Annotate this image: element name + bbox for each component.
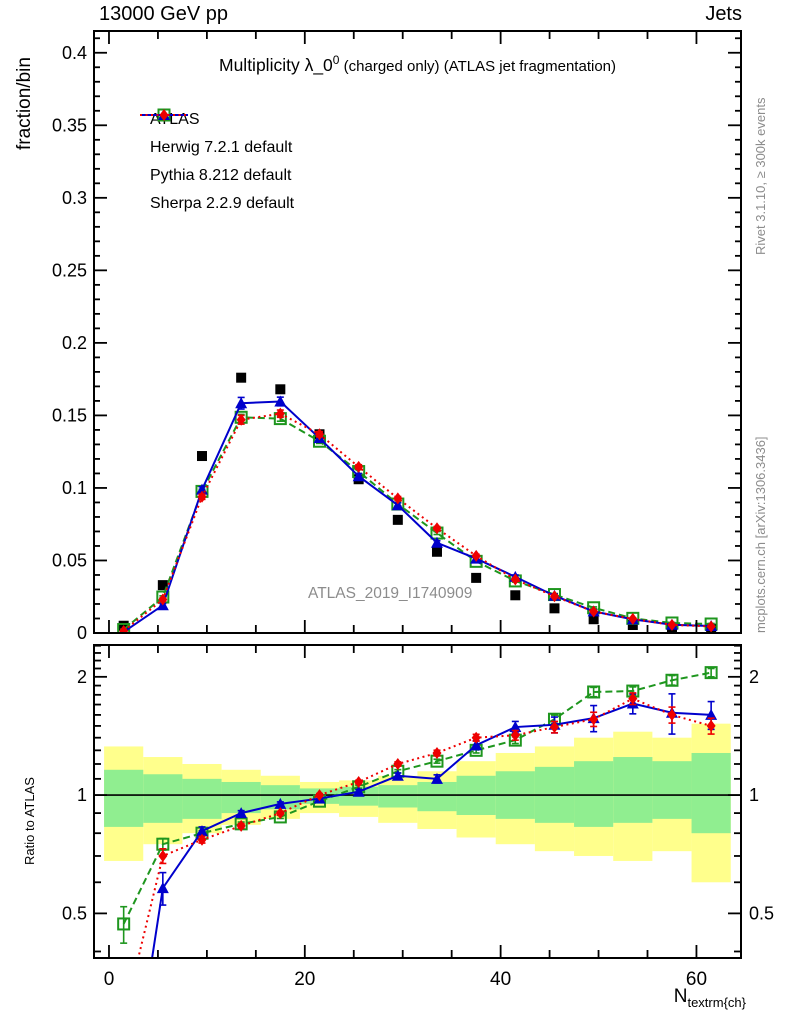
ratio-y-tick-label-right: 1 bbox=[749, 785, 759, 805]
x-axis-title-subscript: textrm{ch} bbox=[687, 994, 746, 1010]
legend-item-herwig: Herwig 7.2.1 default bbox=[138, 108, 294, 162]
beam-energy-label: 13000 GeV pp bbox=[99, 3, 228, 25]
x-axis-title: Ntextrm{ch} bbox=[674, 986, 746, 1010]
main-y-axis-title: fraction/bin bbox=[14, 57, 35, 150]
x-tick-label: 40 bbox=[490, 969, 511, 990]
main-y-tick-label: 0.2 bbox=[62, 333, 87, 353]
rivet-version-note: Rivet 3.1.10, ≥ 300k events bbox=[753, 97, 768, 255]
x-tick-label: 60 bbox=[686, 969, 707, 990]
green-uncertainty-band bbox=[691, 752, 731, 834]
legend-label-sherpa: Sherpa 2.2.9 default bbox=[150, 195, 295, 212]
main-y-tick-label: 0.3 bbox=[62, 188, 87, 208]
green-uncertainty-band bbox=[652, 761, 692, 819]
mcplots-arxiv-note: mcplots.cern.ch [arXiv:1306.3436] bbox=[753, 436, 768, 633]
ratio-y-tick-label-left: 1 bbox=[77, 785, 87, 805]
green-uncertainty-band bbox=[613, 757, 653, 823]
main-y-tick-label: 0.25 bbox=[52, 260, 87, 280]
green-uncertainty-band bbox=[104, 769, 144, 827]
green-uncertainty-band bbox=[417, 781, 457, 812]
plot-title-superscript: 0 bbox=[332, 53, 340, 67]
ratio-y-tick-label-left: 2 bbox=[77, 667, 87, 687]
ratio-panel bbox=[94, 666, 741, 958]
legend-item-sherpa: Sherpa 2.2.9 default bbox=[138, 109, 295, 218]
ratio-frame bbox=[93, 644, 742, 959]
x-tick-label: 20 bbox=[294, 969, 315, 990]
main-panel bbox=[117, 372, 718, 633]
ratio-y-tick-label-left: 0.5 bbox=[62, 903, 87, 923]
main-y-tick-label: 0.15 bbox=[52, 405, 87, 425]
sherpa-marker-icon bbox=[140, 109, 188, 121]
legend: ATLAS Herwig 7.2.1 default Pythia 8.212 … bbox=[138, 106, 294, 218]
main-y-tick-label: 0.1 bbox=[62, 478, 87, 498]
legend-item-pythia: Pythia 8.212 default bbox=[138, 109, 294, 190]
x-axis-title-base: N bbox=[673, 986, 688, 1007]
plot-title-main: Multiplicity λ_0 bbox=[219, 54, 333, 75]
legend-label-herwig: Herwig 7.2.1 default bbox=[150, 139, 293, 156]
green-uncertainty-band bbox=[182, 778, 222, 819]
ratio-y-tick-label-right: 0.5 bbox=[749, 903, 774, 923]
main-y-tick-label: 0.35 bbox=[52, 115, 87, 135]
analysis-id-watermark: ATLAS_2019_I1740909 bbox=[308, 585, 473, 602]
main-y-tick-label: 0.05 bbox=[52, 550, 87, 570]
main-y-tick-label: 0.4 bbox=[62, 43, 87, 63]
green-uncertainty-band bbox=[143, 774, 183, 823]
green-uncertainty-band bbox=[574, 761, 614, 827]
green-uncertainty-band bbox=[378, 785, 418, 808]
ratio-y-tick-label-right: 2 bbox=[749, 667, 759, 687]
ratio-y-axis-title: Ratio to ATLAS bbox=[22, 777, 37, 865]
legend-label-pythia: Pythia 8.212 default bbox=[150, 167, 292, 184]
analysis-category-label: Jets bbox=[705, 3, 742, 25]
plot-title-suffix: (charged only) (ATLAS jet fragmentation) bbox=[339, 57, 616, 75]
main-frame bbox=[93, 30, 742, 634]
plot-title: Multiplicity λ_00 (charged only) (ATLAS … bbox=[94, 53, 741, 76]
x-tick-label: 0 bbox=[104, 969, 115, 990]
main-y-tick-label: 0 bbox=[77, 623, 87, 643]
axis-ticks bbox=[94, 31, 741, 958]
